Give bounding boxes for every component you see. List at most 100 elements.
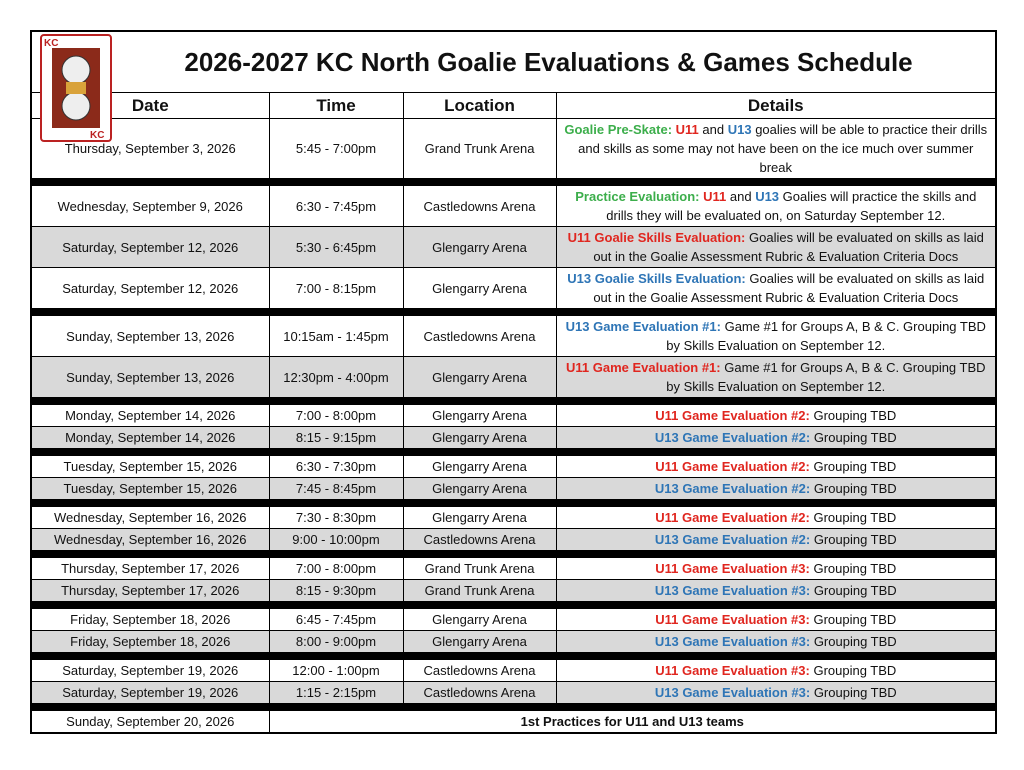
details-cell: Practice Evaluation: U11 and U13 Goalies… — [555, 185, 997, 227]
details-text: Goalies will be evaluated on skills as l… — [593, 271, 988, 305]
time-cell: 7:45 - 8:45pm — [268, 477, 404, 500]
details-label: U13 Game Evaluation #3: — [654, 583, 811, 598]
date-cell: Saturday, September 12, 2026 — [30, 226, 270, 268]
schedule-row: Thursday, September 3, 2026 5:45 - 7:00pm… — [30, 118, 997, 179]
time-cell: 7:30 - 8:30pm — [268, 506, 404, 529]
details-text: goalies will be able to practice their d… — [578, 122, 991, 175]
schedule-row: Wednesday, September 16, 2026 9:00 - 10:0… — [30, 528, 997, 551]
schedule-row: Sunday, September 13, 2026 12:30pm - 4:00… — [30, 356, 997, 398]
time-cell: 12:00 - 1:00pm — [268, 659, 404, 682]
separator-cell — [30, 448, 997, 456]
time-cell: 12:30pm - 4:00pm — [268, 356, 404, 398]
details-cell: U13 Game Evaluation #3: Grouping TBD — [555, 579, 997, 602]
date-cell: Monday, September 14, 2026 — [30, 426, 270, 449]
details-label: U11 Game Evaluation #3: — [655, 612, 810, 627]
time-cell: 8:15 - 9:30pm — [268, 579, 404, 602]
location-cell: Grand Trunk Arena — [402, 557, 557, 580]
details-text: Grouping TBD — [810, 532, 897, 547]
details-text: Grouping TBD — [810, 634, 897, 649]
details-label: U11 Game Evaluation #3: — [655, 561, 810, 576]
location-cell: Glengarry Arena — [402, 356, 557, 398]
details-text: Grouping TBD — [809, 510, 897, 525]
date-cell: Thursday, September 17, 2026 — [30, 557, 270, 580]
time-cell: 10:15am - 1:45pm — [268, 315, 404, 357]
details-label: U13 — [755, 189, 780, 204]
details-label: U13 Game Evaluation #2: — [654, 430, 811, 445]
note-cell: 1st Practices for U11 and U13 teams — [268, 710, 997, 734]
details-cell: U13 Game Evaluation #1: Game #1 for Grou… — [555, 315, 997, 357]
details-text: and — [726, 189, 756, 204]
schedule-row: Saturday, September 12, 2026 7:00 - 8:15p… — [30, 267, 997, 309]
schedule-row: Monday, September 14, 2026 8:15 - 9:15pm G… — [30, 426, 997, 449]
details-text: Grouping TBD — [809, 561, 897, 576]
time-cell: 5:30 - 6:45pm — [268, 226, 404, 268]
details-text: Game #1 for Groups A, B & C. Grouping TB… — [666, 360, 990, 394]
group-separator — [30, 397, 997, 405]
details-label: U13 Game Evaluation #2: — [654, 481, 811, 496]
location-cell: Glengarry Arena — [402, 630, 557, 653]
schedule-table: KC KC 2026-2027 KC North Goalie Evaluati… — [30, 30, 998, 734]
group-separator — [30, 308, 997, 316]
group-separator — [30, 652, 997, 660]
details-text: Grouping TBD — [809, 408, 897, 423]
details-cell: U11 Goalie Skills Evaluation: Goalies wi… — [555, 226, 997, 268]
details-text: Grouping TBD — [810, 481, 897, 496]
date-cell: Wednesday, September 16, 2026 — [30, 528, 270, 551]
details-cell: U13 Game Evaluation #2: Grouping TBD — [555, 426, 997, 449]
details-label: U13 Game Evaluation #3: — [654, 634, 811, 649]
location-cell: Castledowns Arena — [402, 528, 557, 551]
details-label: U13 Game Evaluation #3: — [654, 685, 811, 700]
details-cell: U13 Game Evaluation #2: Grouping TBD — [555, 477, 997, 500]
details-cell: U13 Game Evaluation #2: Grouping TBD — [555, 528, 997, 551]
location-cell: Glengarry Arena — [402, 404, 557, 427]
schedule-row: Sunday, September 20, 2026 1st Practices … — [30, 710, 997, 734]
time-cell: 9:00 - 10:00pm — [268, 528, 404, 551]
column-header: Time — [268, 92, 404, 119]
details-text: and — [698, 122, 728, 137]
time-cell: 8:00 - 9:00pm — [268, 630, 404, 653]
details-text: Game #1 for Groups A, B & C. Grouping TB… — [666, 319, 990, 353]
details-cell: U11 Game Evaluation #1: Game #1 for Grou… — [555, 356, 997, 398]
schedule-row: Friday, September 18, 2026 8:00 - 9:00pm G… — [30, 630, 997, 653]
date-cell: Wednesday, September 9, 2026 — [30, 185, 270, 227]
details-cell: U13 Game Evaluation #3: Grouping TBD — [555, 630, 997, 653]
details-label: Practice Evaluation: — [575, 189, 704, 204]
schedule-row: Saturday, September 19, 2026 1:15 - 2:15p… — [30, 681, 997, 704]
schedule-row: Saturday, September 19, 2026 12:00 - 1:00… — [30, 659, 997, 682]
details-label: U11 — [675, 122, 699, 137]
separator-cell — [30, 601, 997, 609]
date-cell: Friday, September 18, 2026 — [30, 608, 270, 631]
details-text: Grouping TBD — [810, 430, 897, 445]
time-cell: 6:30 - 7:30pm — [268, 455, 404, 478]
group-separator — [30, 703, 997, 711]
group-separator — [30, 178, 997, 186]
group-separator — [30, 601, 997, 609]
details-text: Grouping TBD — [809, 612, 897, 627]
group-separator — [30, 448, 997, 456]
details-label: U11 — [703, 189, 727, 204]
schedule-row: Wednesday, September 16, 2026 7:30 - 8:30… — [30, 506, 997, 529]
separator-cell — [30, 178, 997, 186]
schedule-row: Thursday, September 17, 2026 8:15 - 9:30p… — [30, 579, 997, 602]
date-cell: Sunday, September 20, 2026 — [30, 710, 270, 734]
schedule-row: Tuesday, September 15, 2026 7:45 - 8:45pm… — [30, 477, 997, 500]
details-label: Goalie Pre-Skate: — [564, 122, 676, 137]
details-text: Grouping TBD — [810, 583, 897, 598]
date-cell: Saturday, September 19, 2026 — [30, 659, 270, 682]
time-cell: 1:15 - 2:15pm — [268, 681, 404, 704]
column-header: Location — [402, 92, 557, 119]
schedule-row: Monday, September 14, 2026 7:00 - 8:00pm G… — [30, 404, 997, 427]
svg-text:KC: KC — [90, 130, 104, 141]
date-cell: Tuesday, September 15, 2026 — [30, 455, 270, 478]
location-cell: Grand Trunk Arena — [402, 579, 557, 602]
location-cell: Grand Trunk Arena — [402, 118, 557, 179]
location-cell: Glengarry Arena — [402, 426, 557, 449]
details-label: U11 Game Evaluation #3: — [655, 663, 810, 678]
header-row: Date Time Location Details — [30, 92, 997, 119]
date-cell: Thursday, September 17, 2026 — [30, 579, 270, 602]
date-cell: Monday, September 14, 2026 — [30, 404, 270, 427]
details-text: Goalies will practice the skills and dri… — [606, 189, 980, 223]
location-cell: Glengarry Arena — [402, 477, 557, 500]
logo: KC KC — [40, 34, 112, 142]
